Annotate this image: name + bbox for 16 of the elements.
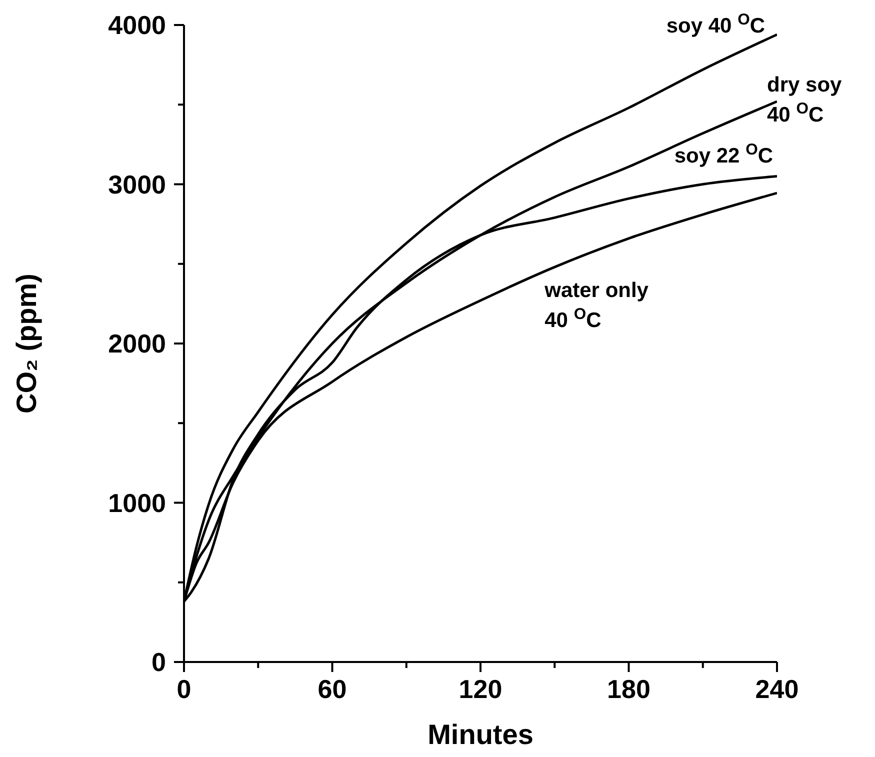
series-label: dry soy 40 $^{O}$C: [767, 73, 842, 126]
x-tick-label: 120: [458, 674, 502, 704]
y-tick-label: 3000: [108, 169, 166, 200]
y-tick-label: 2000: [108, 328, 166, 358]
x-tick-label: 60: [318, 674, 347, 704]
x-tick-label: 0: [176, 674, 192, 704]
series-label: water only 40 $^{O}$C: [544, 279, 649, 332]
x-tick-label: 180: [607, 674, 650, 704]
series-label: soy 22 $^{O}$C: [674, 140, 773, 168]
y-axis-title: CO₂ (ppm): [10, 274, 42, 414]
y-tick-label: 0: [152, 647, 166, 677]
x-tick-label: 240: [755, 674, 799, 704]
y-tick-label: 1000: [108, 488, 166, 518]
y-tick-label: 4000: [108, 10, 166, 40]
x-axis-title: Minutes: [428, 719, 534, 750]
series-label: soy 40 $^{O}$C: [666, 11, 765, 38]
